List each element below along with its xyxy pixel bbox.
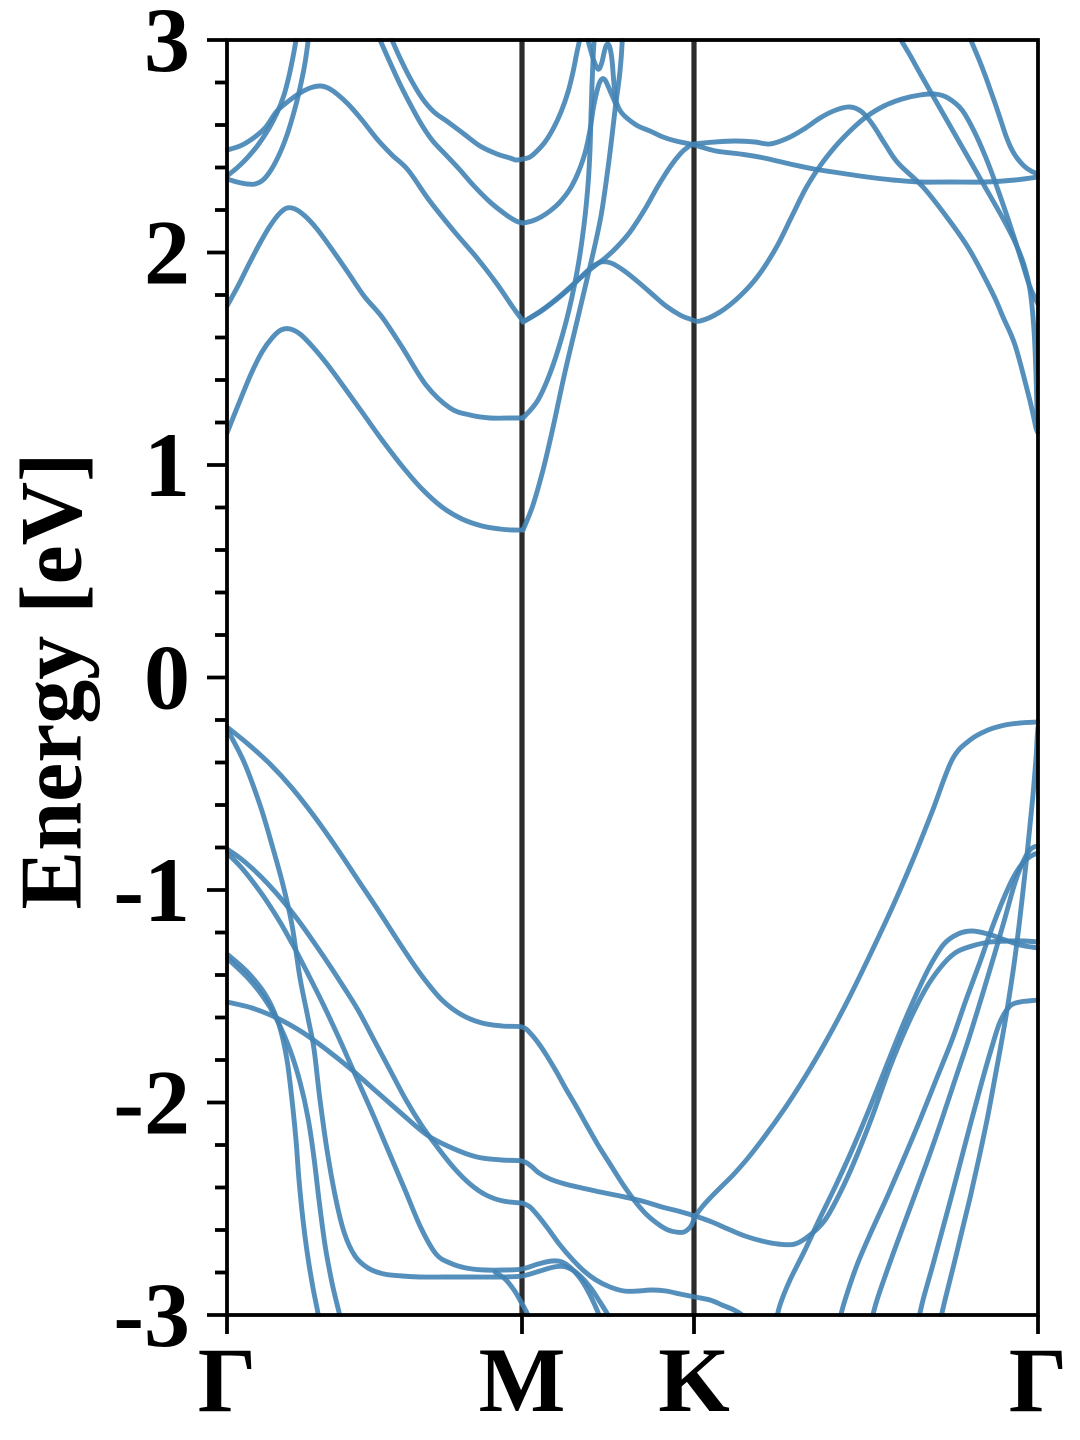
svg-text:M: M <box>479 1329 566 1431</box>
svg-text:Γ: Γ <box>1009 1329 1068 1431</box>
svg-text:K: K <box>658 1329 730 1431</box>
svg-text:Energy [eV]: Energy [eV] <box>4 453 101 910</box>
svg-text:1: 1 <box>144 414 190 516</box>
svg-text:3: 3 <box>144 0 190 91</box>
svg-text:Γ: Γ <box>198 1329 257 1431</box>
svg-text:-2: -2 <box>113 1052 190 1154</box>
svg-text:-1: -1 <box>113 839 190 941</box>
svg-text:2: 2 <box>144 202 190 304</box>
svg-text:-3: -3 <box>113 1264 190 1366</box>
svg-text:0: 0 <box>144 627 190 729</box>
